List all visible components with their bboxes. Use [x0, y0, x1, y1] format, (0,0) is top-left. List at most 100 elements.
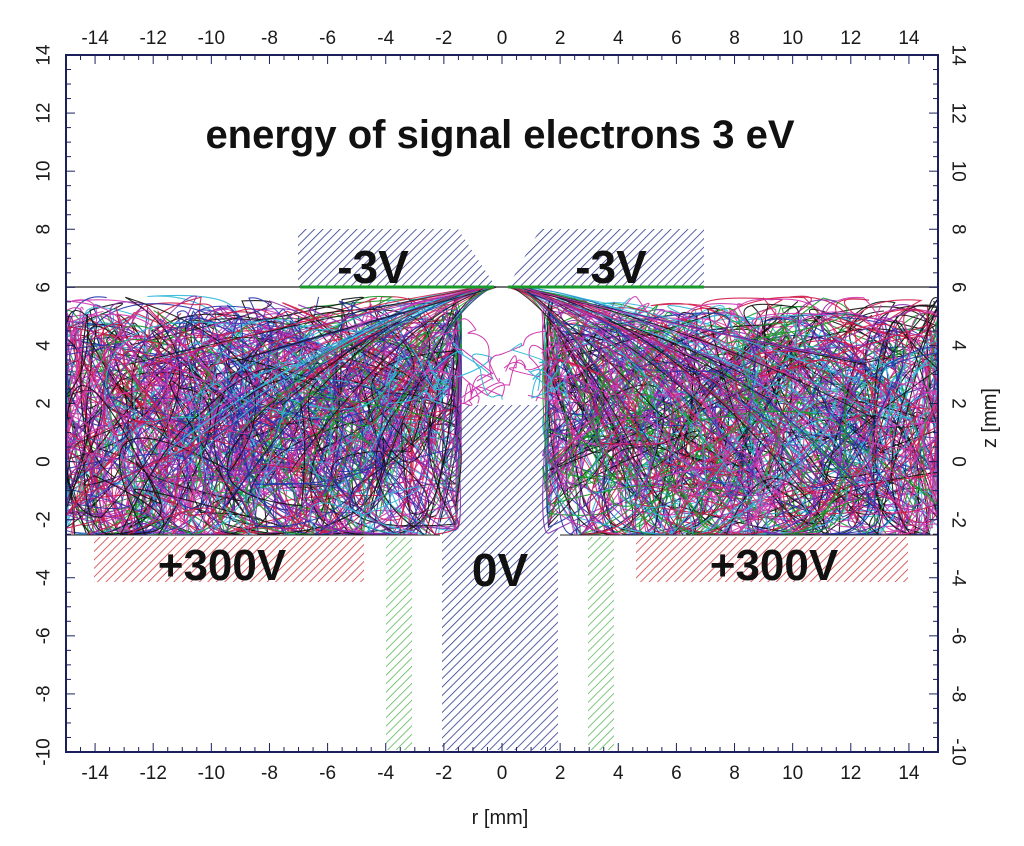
- focused-trajectory: [294, 286, 490, 399]
- x-tick-label-bottom: -10: [198, 763, 225, 784]
- y-tick-label-right: 6: [948, 282, 969, 293]
- electron-trajectory: [371, 312, 458, 535]
- focused-trajectory: [520, 286, 822, 356]
- y-tick-label-right: 14: [948, 44, 969, 66]
- focused-trajectory: [141, 286, 479, 368]
- near-axis-trajectory: [505, 344, 545, 378]
- electron-trajectory: [618, 422, 694, 535]
- y-tick-label-right: -8: [948, 685, 969, 702]
- electron-trajectory: [279, 346, 426, 535]
- top-right-electrode: [508, 229, 704, 287]
- y-tick-label-left: 0: [34, 456, 55, 467]
- near-axis-trajectory: [489, 310, 547, 377]
- electron-trajectory: [317, 370, 418, 535]
- y-tick-label-left: 8: [34, 224, 55, 235]
- x-tick-label-top: -6: [319, 28, 336, 49]
- left-grounded-plate: [386, 537, 412, 750]
- y-tick-label-left: 6: [34, 282, 55, 293]
- electron-trajectory: [289, 339, 458, 535]
- x-tick-label-bottom: 8: [729, 763, 740, 784]
- x-tick-label-top: 4: [613, 28, 624, 49]
- electron-trajectory: [125, 350, 340, 535]
- y-tick-label-right: 0: [948, 456, 969, 467]
- bottom-right-electrode: [636, 537, 908, 582]
- electron-trajectory: [66, 314, 165, 535]
- electron-trajectory: [372, 297, 462, 535]
- x-tick-label-bottom: -14: [81, 763, 109, 784]
- y-tick-label-right: -10: [948, 738, 969, 765]
- x-tick-label-bottom: -6: [319, 763, 336, 784]
- y-axis-title: z [mm]: [979, 388, 1001, 448]
- electron-trajectory: [547, 313, 690, 535]
- electron-trajectory: [648, 301, 938, 535]
- bottom-right-electrode-label: +300V: [710, 541, 839, 590]
- focused-trajectory: [382, 286, 491, 402]
- focused-trajectory: [512, 286, 648, 477]
- electron-trajectory: [655, 308, 916, 535]
- bottom-left-electrode: [94, 537, 364, 582]
- electron-trajectory: [668, 355, 913, 535]
- focused-trajectory: [290, 286, 489, 471]
- right-grounded-plate: [588, 537, 614, 750]
- electron-trajectory: [847, 381, 938, 535]
- electron-trajectory: [878, 340, 938, 535]
- electron-trajectory: [72, 334, 167, 535]
- electron-trajectory: [204, 320, 334, 535]
- focused-trajectory: [511, 286, 758, 510]
- electron-trajectory: [151, 308, 431, 535]
- focused-trajectory: [324, 286, 495, 498]
- electron-trajectory: [548, 357, 666, 535]
- electron-trajectory: [789, 382, 938, 535]
- electron-trajectory: [763, 303, 938, 535]
- x-tick-label-top: 14: [898, 28, 920, 49]
- near-axis-trajectory: [510, 343, 546, 392]
- axis-ticks: [65, 54, 939, 753]
- near-axis-trajectory: [523, 324, 561, 372]
- y-tick-label-left: -2: [34, 511, 55, 528]
- y-tick-label-right: 8: [948, 224, 969, 235]
- electron-trajectory: [725, 298, 842, 535]
- near-axis-trajectory: [411, 348, 449, 401]
- focused-trajectory: [523, 286, 861, 463]
- x-tick-label-top: 10: [782, 28, 803, 49]
- electron-trajectory: [793, 313, 938, 535]
- x-tick-label-bottom: -2: [435, 763, 452, 784]
- x-tick-label-top: -12: [139, 28, 166, 49]
- x-tick-label-top: 12: [840, 28, 861, 49]
- x-tick-label-top: 0: [497, 28, 508, 49]
- electron-trajectory: [696, 359, 938, 535]
- y-tick-label-right: 10: [948, 161, 969, 182]
- x-tick-label-bottom: -12: [139, 763, 166, 784]
- x-tick-label-bottom: 12: [840, 763, 861, 784]
- near-axis-trajectory: [558, 375, 619, 403]
- focused-trajectory: [511, 286, 626, 484]
- electron-trajectory: [90, 306, 361, 535]
- focused-trajectory: [507, 286, 770, 400]
- y-tick-label-left: 10: [34, 161, 55, 182]
- electron-trajectory: [109, 383, 328, 535]
- electron-trajectory: [345, 316, 462, 535]
- electron-trajectory: [548, 378, 883, 535]
- electron-trajectory: [133, 356, 247, 535]
- electron-trajectory: [66, 425, 232, 535]
- electron-trajectory: [789, 336, 923, 535]
- electron-trajectory: [66, 311, 191, 535]
- focused-trajectory: [514, 286, 653, 457]
- y-tick-label-left: 4: [34, 340, 55, 351]
- near-axis-trajectory: [434, 310, 494, 382]
- focused-trajectory: [512, 286, 805, 494]
- y-tick-label-left: 2: [34, 398, 55, 409]
- x-tick-label-bottom: 4: [613, 763, 624, 784]
- electrode-layer: [66, 229, 938, 750]
- near-axis-trajectory: [421, 369, 452, 405]
- x-tick-label-top: -14: [81, 28, 109, 49]
- y-tick-label-right: 2: [948, 398, 969, 409]
- bottom-left-electrode-label: +300V: [158, 541, 287, 590]
- electron-trajectory: [557, 323, 740, 535]
- x-tick-label-top: -8: [261, 28, 278, 49]
- electron-trajectory: [66, 371, 273, 535]
- electron-trajectory: [680, 298, 938, 535]
- x-tick-label-bottom: 10: [782, 763, 803, 784]
- y-tick-label-left: -8: [34, 685, 55, 702]
